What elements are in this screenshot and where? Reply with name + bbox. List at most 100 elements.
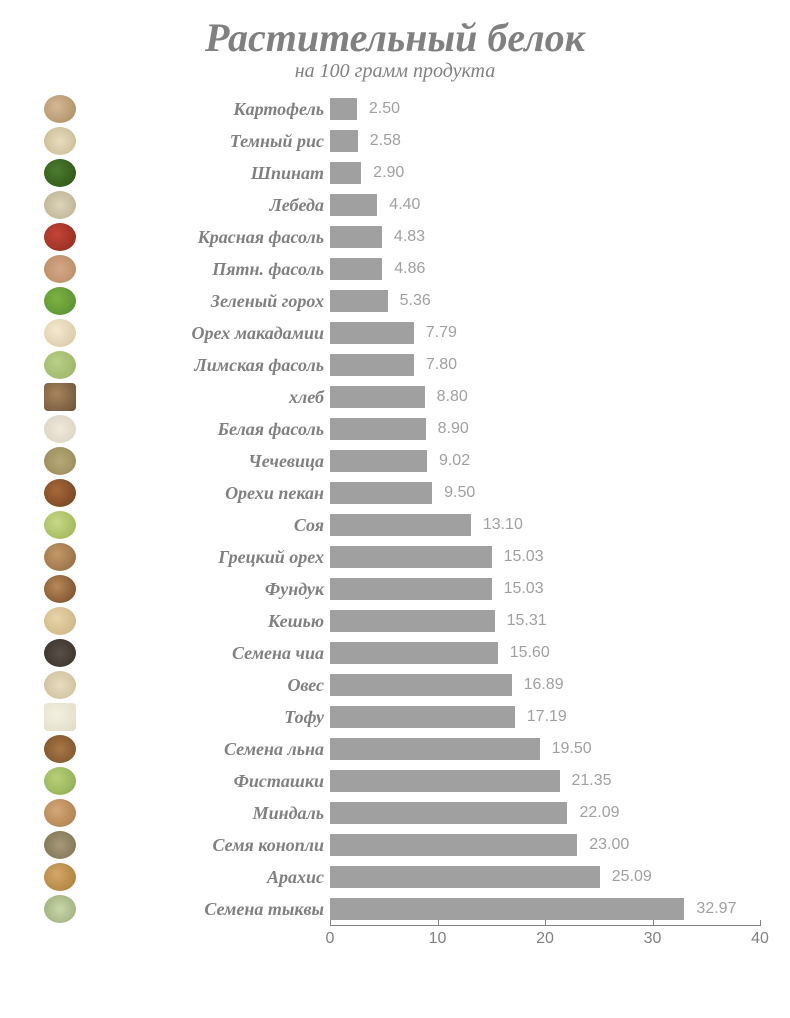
axis-tick (438, 920, 439, 926)
bar-area: 15.60 (330, 637, 760, 669)
ic-pinto-icon (44, 255, 76, 283)
food-icon-cell (30, 861, 80, 893)
bar (330, 258, 382, 280)
bar-row: хлеб8.80 (30, 381, 760, 413)
food-label: Миндаль (80, 803, 330, 824)
bar-row: Семена тыквы32.97 (30, 893, 760, 925)
bar-area: 15.03 (330, 573, 760, 605)
ic-potato-icon (44, 95, 76, 123)
food-icon-cell (30, 637, 80, 669)
bar-row: Семена льна 19.50 (30, 733, 760, 765)
bar-value: 4.86 (394, 260, 425, 278)
bar-area: 15.03 (330, 541, 760, 573)
bar-rows: Картофель2.50Темный рис2.58Шпинат2.90Леб… (30, 93, 760, 925)
bar-area: 8.90 (330, 413, 760, 445)
bar-area: 7.80 (330, 349, 760, 381)
bar-area: 7.79 (330, 317, 760, 349)
food-label: Фисташки (80, 771, 330, 792)
bar-row: Семена чиа15.60 (30, 637, 760, 669)
food-label: Красная фасоль (80, 227, 330, 248)
ic-hemp-icon (44, 831, 76, 859)
food-icon-cell (30, 765, 80, 797)
bar (330, 482, 432, 504)
bar-row: Чечевица9.02 (30, 445, 760, 477)
food-label: Лебеда (80, 195, 330, 216)
bar-row: Арахис25.09 (30, 861, 760, 893)
bar-value: 7.80 (426, 356, 457, 374)
ic-flax-icon (44, 735, 76, 763)
bar-row: Фисташки 21.35 (30, 765, 760, 797)
bar-row: Темный рис2.58 (30, 125, 760, 157)
food-label: Фундук (80, 579, 330, 600)
bar-value: 13.10 (483, 516, 523, 534)
ic-hazelnut-icon (44, 575, 76, 603)
ic-walnut-icon (44, 543, 76, 571)
bar-value: 2.50 (369, 100, 400, 118)
ic-lima-icon (44, 351, 76, 379)
bar-area: 2.58 (330, 125, 760, 157)
bar (330, 866, 600, 888)
ic-spinach-icon (44, 159, 76, 187)
bar (330, 386, 425, 408)
food-label: Орех макадамии (80, 323, 330, 344)
bar-value: 9.50 (444, 484, 475, 502)
food-label: Кешью (80, 611, 330, 632)
bar-area: 17.19 (330, 701, 760, 733)
bar (330, 674, 512, 696)
bar (330, 802, 567, 824)
bar-value: 2.58 (370, 132, 401, 150)
bar-value: 15.60 (510, 644, 550, 662)
food-label: Тофу (80, 707, 330, 728)
bar-row: Лимская фасоль7.80 (30, 349, 760, 381)
food-icon-cell (30, 733, 80, 765)
bar-row: Тофу17.19 (30, 701, 760, 733)
food-label: Семена льна (80, 739, 330, 760)
bar-area: 9.50 (330, 477, 760, 509)
bar-row: Красная фасоль4.83 (30, 221, 760, 253)
food-label: Семя конопли (80, 835, 330, 856)
bar-row: Орехи пекан9.50 (30, 477, 760, 509)
bar-area: 2.90 (330, 157, 760, 189)
bar-value: 23.00 (589, 836, 629, 854)
bar-area: 4.40 (330, 189, 760, 221)
bar-value: 15.03 (504, 580, 544, 598)
food-icon-cell (30, 541, 80, 573)
ic-lentil-icon (44, 447, 76, 475)
chart-subtitle: на 100 грамм продукта (30, 60, 760, 83)
food-label: Арахис (80, 867, 330, 888)
food-icon-cell (30, 157, 80, 189)
bar (330, 194, 377, 216)
food-icon-cell (30, 317, 80, 349)
bar-area: 8.80 (330, 381, 760, 413)
bar-area: 4.86 (330, 253, 760, 285)
bar-row: Кешью15.31 (30, 605, 760, 637)
bar-row: Семя конопли 23.00 (30, 829, 760, 861)
axis-tick-label: 40 (751, 930, 769, 948)
bar-area: 25.09 (330, 861, 760, 893)
food-icon-cell (30, 573, 80, 605)
bar-row: Фундук 15.03 (30, 573, 760, 605)
food-icon-cell (30, 125, 80, 157)
bar-row: Орех макадамии7.79 (30, 317, 760, 349)
bar-value: 21.35 (572, 772, 612, 790)
bar-area: 5.36 (330, 285, 760, 317)
food-icon-cell (30, 189, 80, 221)
axis-tick-label: 10 (429, 930, 447, 948)
bar-row: Овес 16.89 (30, 669, 760, 701)
axis-tick (545, 920, 546, 926)
bar-value: 22.09 (579, 804, 619, 822)
ic-greenpea-icon (44, 287, 76, 315)
axis-tick (760, 920, 761, 926)
ic-bread-icon (44, 383, 76, 411)
food-label: Зеленый горох (80, 291, 330, 312)
food-label: хлеб (80, 387, 330, 408)
food-label: Овес (80, 675, 330, 696)
axis-tick (653, 920, 654, 926)
bar-value: 16.89 (524, 676, 564, 694)
bar-value: 19.50 (552, 740, 592, 758)
bar-area: 9.02 (330, 445, 760, 477)
bar-value: 8.90 (438, 420, 469, 438)
food-icon-cell (30, 221, 80, 253)
food-label: Соя (80, 515, 330, 536)
title-block: Растительный белок на 100 грамм продукта (30, 18, 760, 83)
